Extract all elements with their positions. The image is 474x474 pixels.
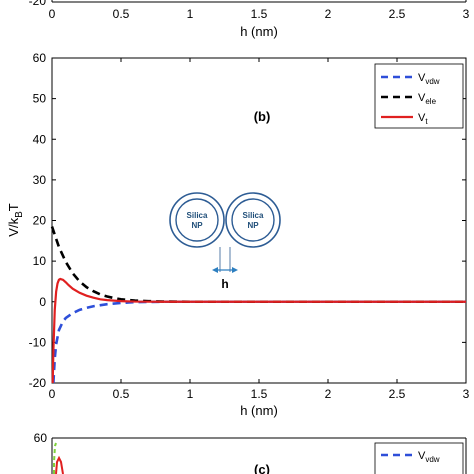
- top-panel-x-tick-label: 0.5: [113, 7, 130, 21]
- particle-left-label-line2: NP: [191, 221, 203, 230]
- panel-b-x-ticks: 0 0.5 1 1.5 2 2.5 3: [49, 58, 470, 401]
- panel-b-x-tick-label: 2.5: [389, 387, 406, 401]
- top-panel-x-ticks: 0 0.5 1 1.5 2 2.5 3: [49, 7, 470, 21]
- legend-entries: Vvdw Vele Vt: [381, 72, 440, 126]
- panel-b-y-tick-label: 50: [33, 92, 47, 106]
- gap-label: h: [221, 277, 228, 291]
- panel-c-legend-vdw-label: Vvdw: [418, 450, 440, 464]
- top-panel-x-tick-label: 2.5: [389, 7, 406, 21]
- panel-b-legend: Vvdw Vele Vt: [374, 63, 464, 129]
- panel-b-series: [50, 226, 466, 384]
- panel-c-y-tick-60: 60: [34, 431, 48, 445]
- particle-left-inner-ring: [175, 198, 219, 242]
- legend-label-total: Vt: [418, 112, 428, 126]
- panel-b-y-tick-label: 30: [33, 173, 47, 187]
- panel-b-y-tick-label: 60: [33, 51, 47, 65]
- gap-arrow: [212, 267, 238, 273]
- top-panel-x-tick-label: 1: [187, 7, 194, 21]
- silica-particle-right: Silica NP: [225, 192, 281, 248]
- particle-right-label-line2: NP: [247, 221, 259, 230]
- particle-right-inner-ring: [231, 198, 275, 242]
- panel-b-x-tick-label: 2: [325, 387, 332, 401]
- y-axis-title-end: T: [6, 203, 21, 211]
- gap-arrow-head-left: [212, 267, 218, 273]
- panel-b-x-axis-title: h (nm): [240, 403, 278, 418]
- panel-b-x-tick-label: 0: [49, 387, 56, 401]
- panel-b: -20 -10 0 10 20 30 40 50 60 0 0.5 1 1.5 2 2.5 3 h (nm)…: [6, 51, 470, 418]
- panel-c-label: (c): [254, 462, 270, 474]
- particle-right-label-line1: Silica: [243, 211, 264, 220]
- particle-left-label-line1: Silica: [187, 211, 208, 220]
- panel-b-y-ticks: -20 -10 0 10 20 30 40 50 60: [29, 51, 466, 390]
- gap-arrow-head-right: [232, 267, 238, 273]
- panel-c-legend-box: [374, 442, 464, 474]
- svg-text:V/kBT: V/kBT: [6, 203, 25, 236]
- panel-b-y-tick-label: -20: [29, 376, 47, 390]
- panel-b-x-tick-label: 1.5: [251, 387, 268, 401]
- y-axis-title-main: V/k: [6, 217, 21, 236]
- panel-b-x-tick-label: 0.5: [113, 387, 130, 401]
- y-axis-title-sub: B: [14, 211, 25, 218]
- panel-b-y-tick-label: 10: [33, 254, 47, 268]
- panel-c-green-curve: [53, 442, 57, 474]
- panel-b-y-axis-title: V/kBT: [6, 203, 25, 236]
- top-panel-x-tick-label: 2: [325, 7, 332, 21]
- panel-b-y-tick-label: 40: [33, 132, 47, 146]
- panel-b-label: (b): [254, 109, 271, 124]
- panel-b-y-tick-label: 20: [33, 214, 47, 228]
- series-line-total: [51, 277, 466, 384]
- panel-b-y-tick-label: -10: [29, 335, 47, 349]
- legend-label-vdw: Vvdw: [418, 72, 440, 86]
- top-panel-x-tick-label: 0: [49, 7, 56, 21]
- top-panel-partial-tick: -20: [29, 0, 47, 8]
- panel-c-red-curve: [55, 455, 64, 474]
- legend-label-ele: Vele: [418, 92, 437, 106]
- panel-b-x-tick-label: 3: [463, 387, 470, 401]
- silica-np-inset: Silica NP Silica NP h: [169, 192, 281, 291]
- panel-b-x-tick-label: 1: [187, 387, 194, 401]
- top-panel-x-tick-label: 1.5: [251, 7, 268, 21]
- top-panel-x-tick-label: 3: [463, 7, 470, 21]
- panel-b-y-tick-label: 0: [39, 295, 46, 309]
- silica-particle-left: Silica NP: [169, 192, 225, 248]
- panel-c-partial: 60 Vvdw (c): [34, 431, 467, 474]
- top-panel-x-axis-title: h (nm): [240, 24, 278, 39]
- top-panel-strip: -20 0 0.5 1 1.5 2 2.5 3 h (nm): [29, 0, 470, 39]
